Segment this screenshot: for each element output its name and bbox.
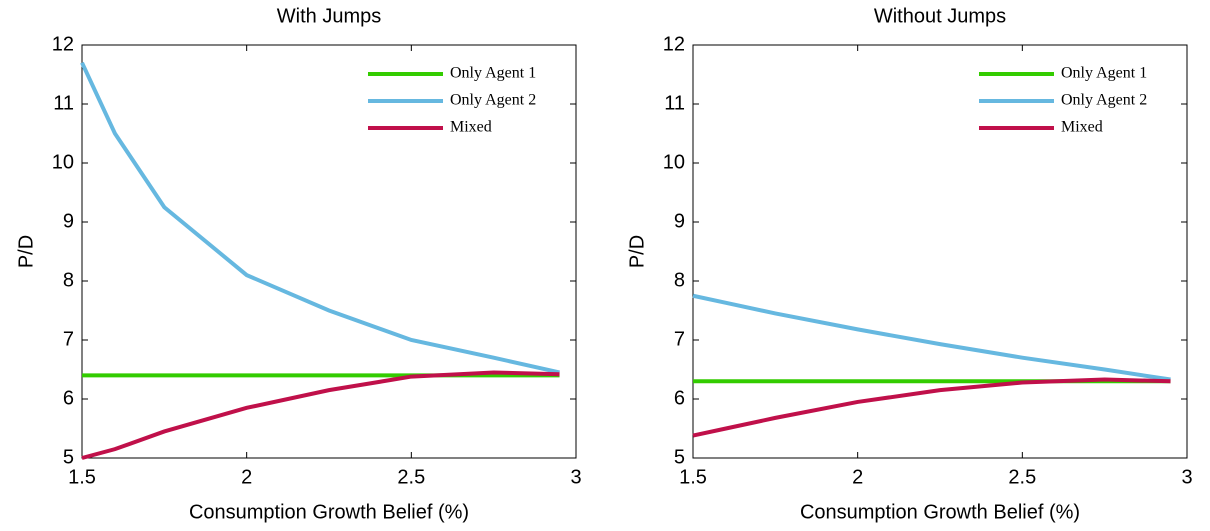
y-tick-label: 6 (674, 387, 685, 409)
x-tick-label: 2 (852, 466, 863, 488)
y-axis-label: P/D (626, 235, 648, 268)
legend-label: Only Agent 1 (1061, 65, 1147, 82)
series-line (81, 370, 560, 460)
x-tick-label: 3 (1181, 466, 1192, 488)
y-tick-label: 7 (674, 328, 685, 350)
y-tick-label: 8 (674, 269, 685, 291)
plot-frame (81, 44, 577, 459)
x-axis-label: Consumption Growth Belief (%) (189, 501, 469, 523)
y-tick-label: 9 (63, 210, 74, 232)
y-axis-label: P/D (15, 235, 37, 268)
y-tick-label: 11 (53, 92, 74, 114)
x-tick-label: 1.5 (679, 466, 707, 488)
x-tick-label: 2.5 (1008, 466, 1036, 488)
y-tick-label: 5 (674, 446, 685, 468)
series-line (692, 377, 1171, 438)
series-line (80, 61, 560, 375)
y-tick-label: 9 (674, 210, 685, 232)
y-tick-label: 11 (664, 92, 685, 114)
x-axis-label: Consumption Growth Belief (%) (800, 501, 1080, 523)
legend-label: Mixed (450, 119, 492, 136)
y-tick-label: 10 (663, 151, 685, 173)
y-tick-label: 5 (63, 446, 74, 468)
legend-label: Only Agent 2 (1061, 92, 1147, 109)
y-tick-label: 8 (63, 269, 74, 291)
y-tick-label: 6 (63, 387, 74, 409)
series-line (692, 293, 1171, 382)
x-tick-label: 1.5 (68, 466, 96, 488)
x-tick-label: 2 (241, 466, 252, 488)
y-tick-label: 12 (663, 33, 685, 55)
x-tick-label: 2.5 (397, 466, 425, 488)
legend-label: Only Agent 1 (450, 65, 536, 82)
chart-title: Without Jumps (874, 5, 1006, 27)
y-tick-label: 7 (63, 328, 74, 350)
legend-label: Only Agent 2 (450, 92, 536, 109)
legend-label: Mixed (1061, 119, 1103, 136)
plot-frame (692, 44, 1188, 459)
x-tick-label: 3 (570, 466, 581, 488)
chart-title: With Jumps (277, 5, 381, 27)
y-tick-label: 12 (52, 33, 74, 55)
y-tick-label: 10 (52, 151, 74, 173)
